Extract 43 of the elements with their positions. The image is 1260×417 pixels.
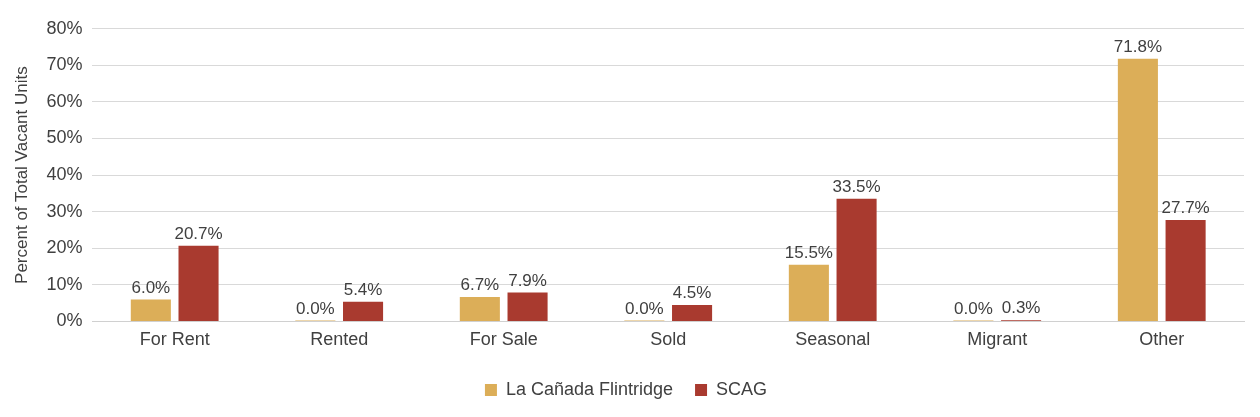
bar <box>1117 58 1158 321</box>
bar <box>836 198 877 321</box>
bar <box>130 299 171 321</box>
y-tick-label: 70% <box>46 54 83 75</box>
legend-label: La Cañada Flintridge <box>505 378 674 399</box>
data-label: 0.0% <box>954 298 993 318</box>
data-label: 6.0% <box>131 277 171 297</box>
bar <box>459 296 500 321</box>
x-tick-label: Sold <box>650 329 687 350</box>
bar <box>788 264 829 321</box>
x-tick-label: Rented <box>310 329 369 350</box>
y-tick-label: 50% <box>46 127 83 148</box>
x-tick-label: Seasonal <box>795 329 871 350</box>
bar <box>343 301 384 321</box>
y-axis-title: Percent of Total Vacant Units <box>11 66 31 284</box>
legend-label: SCAG <box>716 378 768 399</box>
y-tick-label: 20% <box>46 237 83 258</box>
bar <box>507 292 548 321</box>
x-tick-label: Other <box>1139 329 1185 350</box>
bar <box>1165 220 1206 321</box>
y-tick-label: 80% <box>46 17 83 38</box>
bar <box>672 304 713 321</box>
data-label: 4.5% <box>672 283 712 303</box>
x-tick-label: Migrant <box>967 329 1028 350</box>
y-tick-label: 40% <box>46 164 83 185</box>
data-label: 0.0% <box>624 298 664 318</box>
data-label: 15.5% <box>784 242 833 262</box>
data-label: 7.9% <box>508 270 547 290</box>
x-tick-label: For Sale <box>469 329 538 350</box>
y-tick-label: 30% <box>46 200 83 221</box>
y-tick-label: 10% <box>46 273 83 294</box>
data-label: 27.7% <box>1161 198 1210 218</box>
y-tick-label: 60% <box>46 90 83 111</box>
y-tick-label: 0% <box>56 310 83 331</box>
data-label: 5.4% <box>343 279 383 299</box>
data-label: 33.5% <box>832 177 881 197</box>
x-tick-label: For Rent <box>139 329 210 350</box>
bar <box>178 245 219 321</box>
data-label: 6.7% <box>460 275 500 295</box>
data-label: 20.7% <box>174 223 223 243</box>
data-label: 0.0% <box>295 298 335 318</box>
data-label: 71.8% <box>1113 36 1162 56</box>
data-label: 0.3% <box>1001 298 1041 318</box>
